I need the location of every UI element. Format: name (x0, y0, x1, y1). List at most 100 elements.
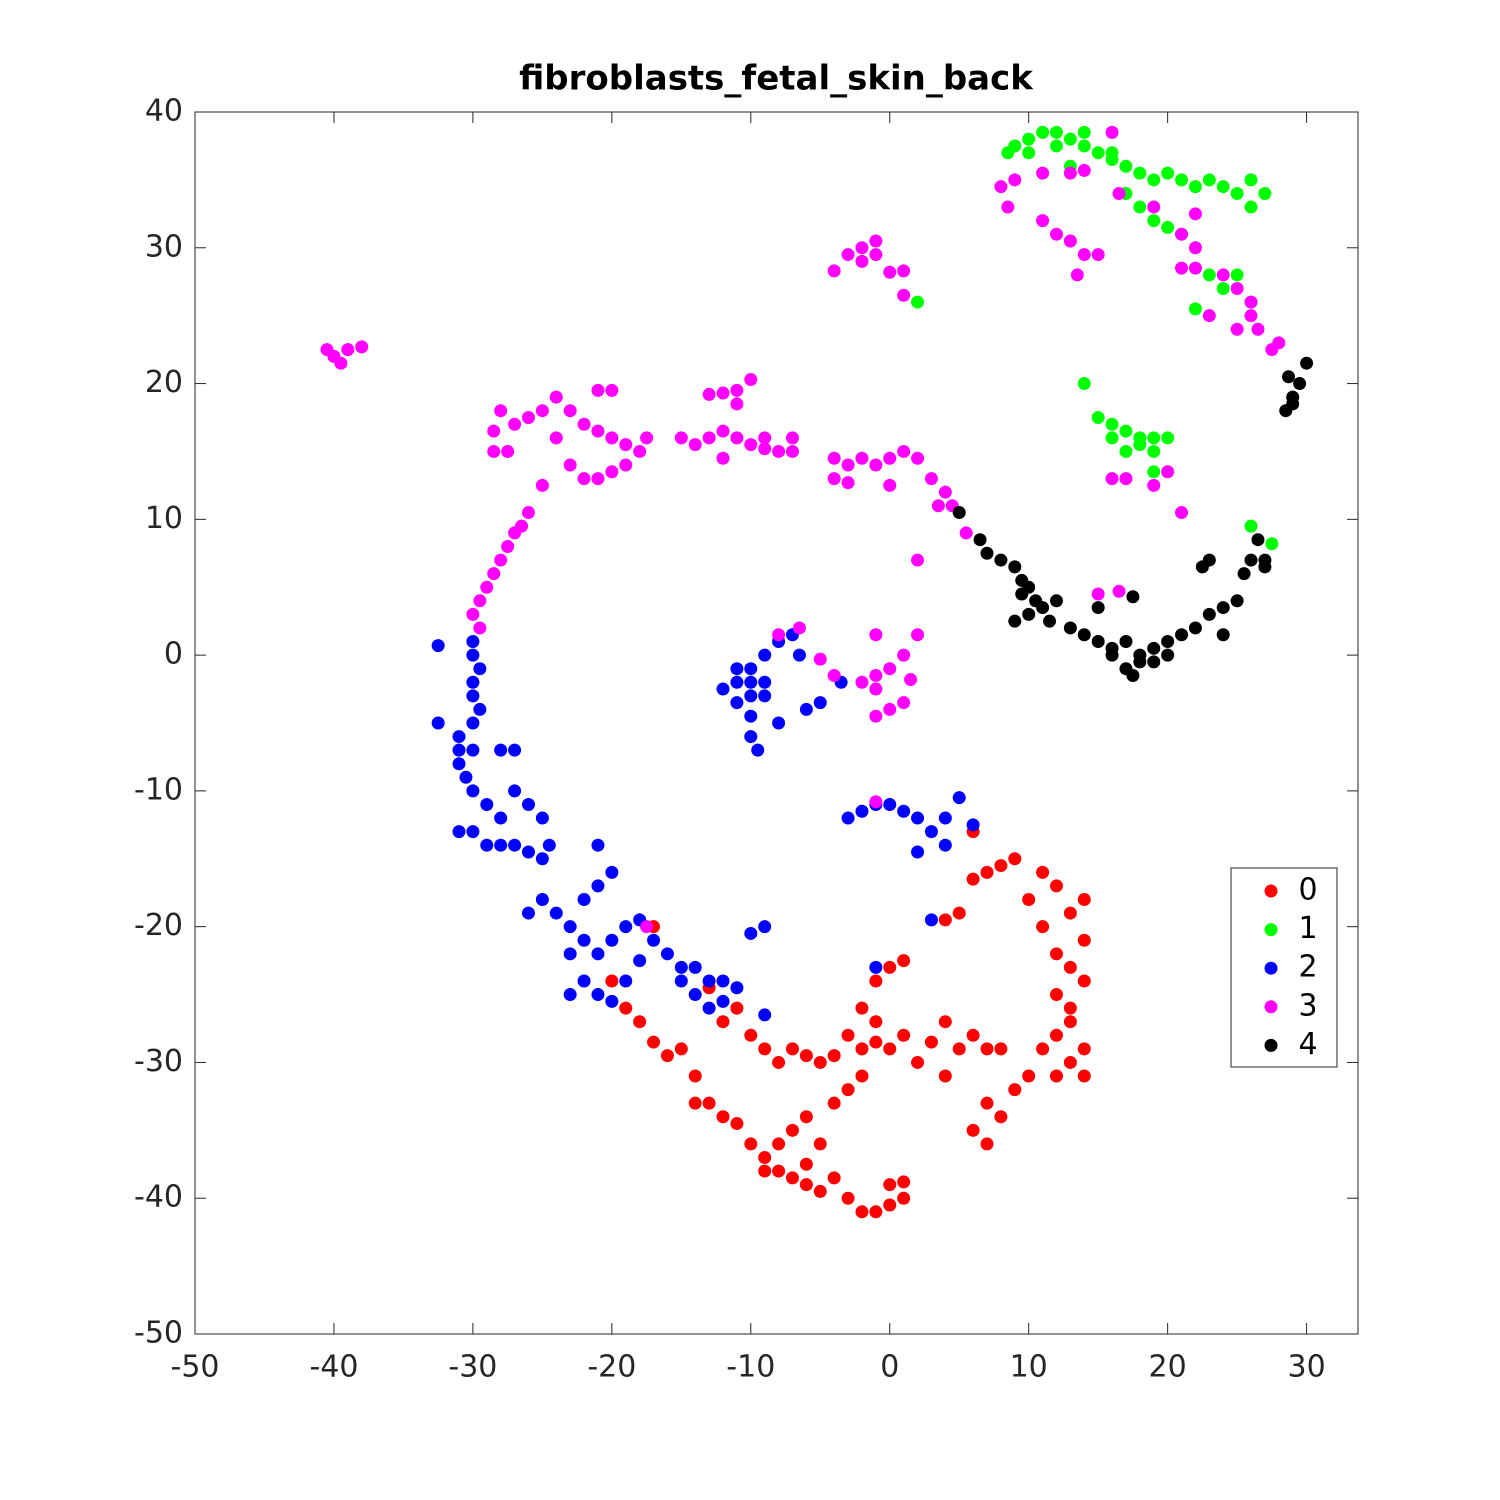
point (487, 424, 501, 438)
point (619, 974, 633, 988)
point (1188, 621, 1202, 635)
point (577, 472, 591, 486)
point (1175, 506, 1189, 520)
point (1008, 1083, 1022, 1097)
point (744, 372, 758, 386)
point (619, 438, 633, 452)
x-tick-label: -40 (309, 1350, 358, 1385)
point (813, 1184, 827, 1198)
point (591, 879, 605, 893)
point (688, 438, 702, 452)
point (1161, 648, 1175, 662)
point (1244, 309, 1258, 323)
x-tick-label: 30 (1287, 1350, 1325, 1385)
point (897, 804, 911, 818)
x-tick-label: 10 (1010, 1350, 1048, 1385)
point (744, 926, 758, 940)
point (744, 662, 758, 676)
point (688, 1069, 702, 1083)
point (730, 397, 744, 411)
chart-title: fibroblasts_fetal_skin_back (519, 59, 1034, 99)
point (1077, 377, 1091, 391)
point (1077, 125, 1091, 139)
point (452, 825, 466, 839)
point (1147, 478, 1161, 492)
point (1126, 668, 1140, 682)
point (1036, 214, 1050, 228)
point (869, 248, 883, 262)
point (563, 458, 577, 472)
point (952, 1042, 966, 1056)
point (466, 607, 480, 621)
point (883, 265, 897, 279)
point (640, 431, 654, 445)
point (869, 974, 883, 988)
point (772, 628, 786, 642)
point (1105, 648, 1119, 662)
point (591, 472, 605, 486)
point (508, 838, 522, 852)
y-tick-label: -20 (134, 908, 183, 943)
point (869, 682, 883, 696)
point (494, 838, 508, 852)
point (980, 1137, 994, 1151)
point (549, 906, 563, 920)
point (508, 784, 522, 798)
point (521, 845, 535, 859)
point (466, 675, 480, 689)
point (938, 1069, 952, 1083)
point (1202, 268, 1216, 282)
legend-marker (1264, 961, 1278, 975)
point (716, 386, 730, 400)
point (501, 444, 515, 458)
point (633, 1015, 647, 1029)
point (1175, 173, 1189, 187)
point (1077, 1069, 1091, 1083)
point (730, 696, 744, 710)
point (1063, 1001, 1077, 1015)
point (897, 1191, 911, 1205)
y-tick-label: -50 (134, 1316, 183, 1351)
point (869, 1205, 883, 1219)
point (508, 743, 522, 757)
point (869, 628, 883, 642)
point (1091, 146, 1105, 160)
point (1112, 186, 1126, 200)
point (1043, 614, 1057, 628)
point (799, 702, 813, 716)
point (883, 478, 897, 492)
point (1216, 282, 1230, 296)
point (813, 1137, 827, 1151)
point (994, 1042, 1008, 1056)
point (792, 648, 806, 662)
point (938, 913, 952, 927)
point (563, 947, 577, 961)
point (1022, 1069, 1036, 1083)
point (1258, 553, 1272, 567)
point (1119, 159, 1133, 173)
point (591, 383, 605, 397)
point (897, 288, 911, 302)
point (869, 668, 883, 682)
point (1063, 234, 1077, 248)
point (688, 988, 702, 1002)
point (1063, 906, 1077, 920)
point (924, 825, 938, 839)
point (1063, 960, 1077, 974)
point (1230, 322, 1244, 336)
point (855, 254, 869, 268)
point (751, 743, 765, 757)
point (1293, 377, 1307, 391)
x-tick-label: -30 (448, 1350, 497, 1385)
point (1251, 533, 1265, 547)
point (1105, 417, 1119, 431)
point (1077, 1042, 1091, 1056)
point (911, 295, 925, 309)
point (605, 465, 619, 479)
point (702, 1096, 716, 1110)
point (1015, 587, 1029, 601)
point (772, 716, 786, 730)
point (1216, 628, 1230, 642)
point (716, 1015, 730, 1029)
point (1008, 614, 1022, 628)
